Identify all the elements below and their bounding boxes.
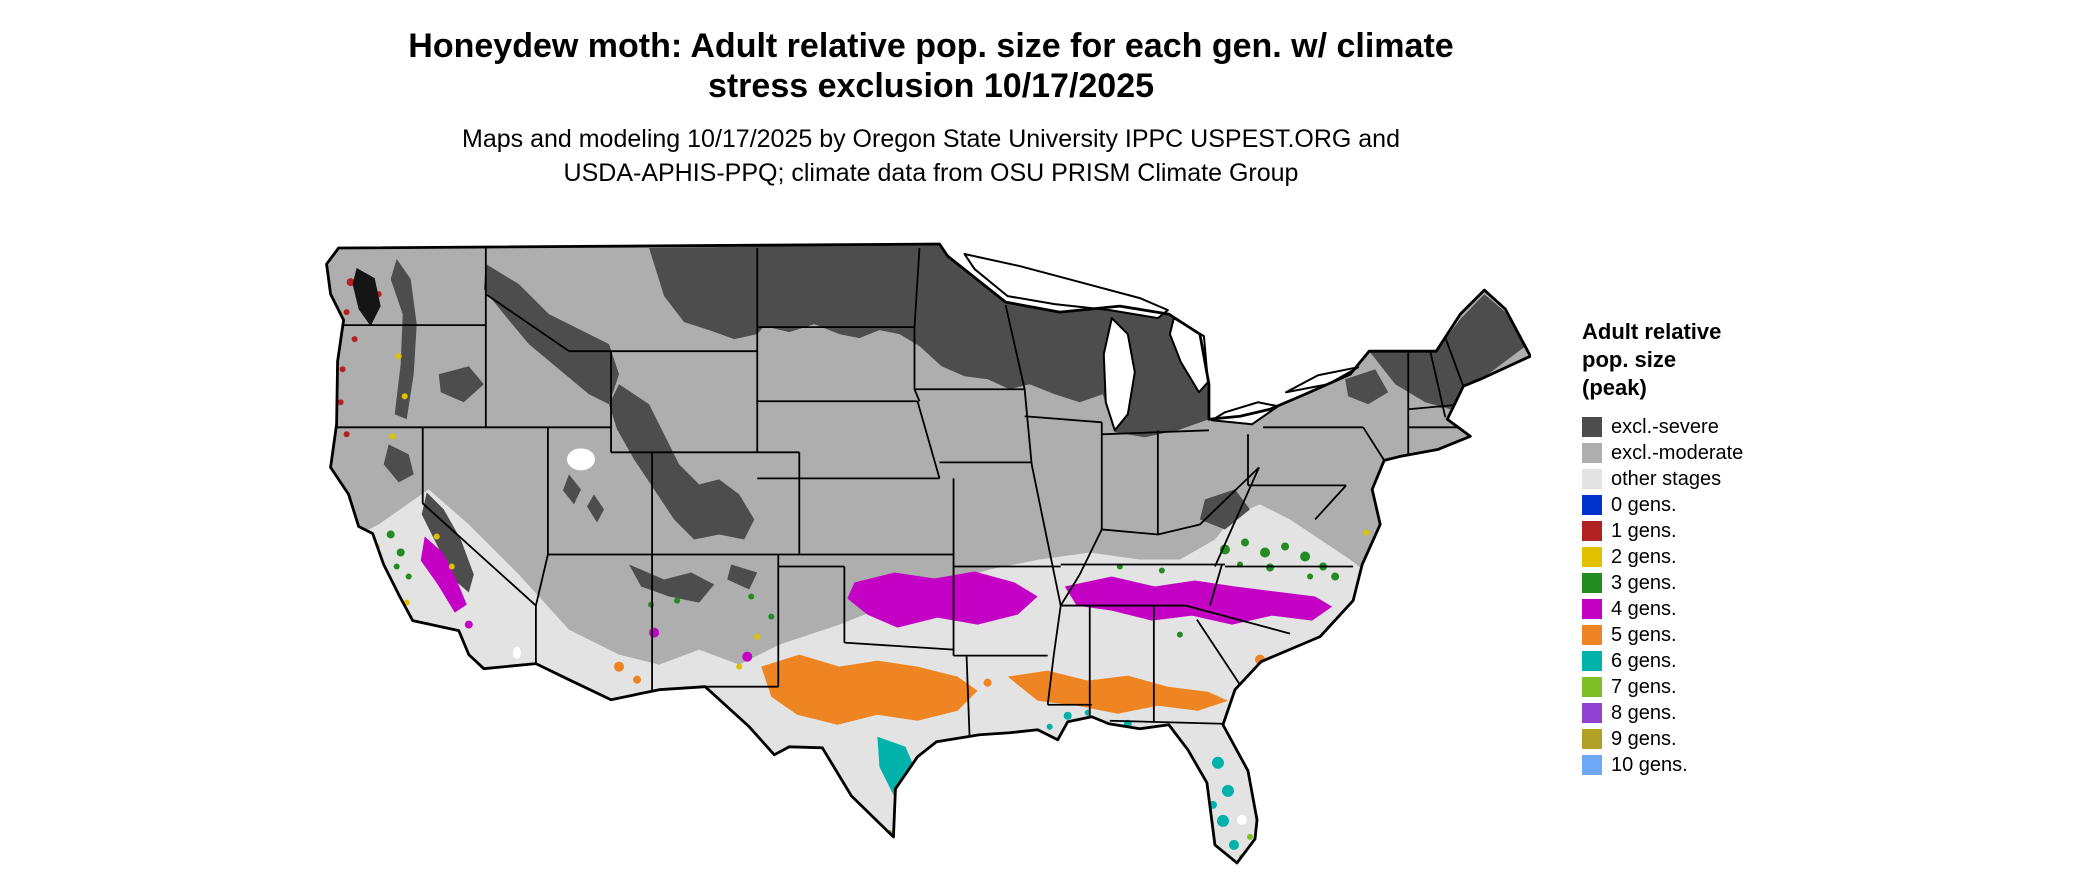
- legend-color-swatch: [1582, 703, 1602, 723]
- page-title-line2: stress exclusion 10/17/2025: [707, 67, 1155, 105]
- legend-item-4-gens: 4 gens.: [1582, 596, 1882, 622]
- legend-item-label: 2 gens.: [1611, 546, 1677, 568]
- page-subtitle-line2: USDA-APHIS-PPQ; climate data from OSU PR…: [563, 159, 1299, 187]
- legend-color-swatch: [1582, 755, 1602, 775]
- legend-title-line2: pop. size: [1582, 347, 1677, 372]
- legend-item-0-gens: 0 gens.: [1582, 492, 1882, 518]
- region-gen5-orange: [614, 654, 1266, 725]
- legend-item-label: excl.-moderate: [1611, 442, 1744, 464]
- page-subtitle-line1: Maps and modeling 10/17/2025 by Oregon S…: [462, 125, 1400, 153]
- legend-item-label: 5 gens.: [1611, 624, 1677, 646]
- inland-water: [352, 268, 1247, 825]
- legend-color-swatch: [1582, 625, 1602, 645]
- legend-item-9-gens: 9 gens.: [1582, 726, 1882, 752]
- legend-color-swatch: [1582, 443, 1602, 463]
- legend-item-label: 1 gens.: [1611, 520, 1677, 542]
- lake-michigan: [1102, 317, 1136, 432]
- region-gen7-yellowgreen: [882, 829, 1254, 863]
- legend-items: excl.-severe excl.-moderate other stages 0 …: [1582, 414, 1882, 778]
- legend-item-10-gens: 10 gens.: [1582, 752, 1882, 778]
- legend-title-line1: Adult relative: [1582, 319, 1722, 344]
- page-title-line1: Honeydew moth: Adult relative pop. size …: [408, 27, 1454, 65]
- legend-color-swatch: [1582, 547, 1602, 567]
- state-borders: [335, 247, 1465, 737]
- legend-item-label: 3 gens.: [1611, 572, 1677, 594]
- legend-item-3-gens: 3 gens.: [1582, 570, 1882, 596]
- legend-item-excl-moderate: excl.-moderate: [1582, 440, 1882, 466]
- legend-item-6-gens: 6 gens.: [1582, 648, 1882, 674]
- legend-item-label: 8 gens.: [1611, 702, 1677, 724]
- us-generations-map: [325, 242, 1531, 865]
- legend-item-1-gens: 1 gens.: [1582, 518, 1882, 544]
- legend-item-label: 4 gens.: [1611, 598, 1677, 620]
- legend-item-label: 0 gens.: [1611, 494, 1677, 516]
- lake-ontario: [1285, 366, 1360, 394]
- lake-huron: [1168, 317, 1209, 394]
- salton-sea: [512, 646, 521, 659]
- legend-item-7-gens: 7 gens.: [1582, 674, 1882, 700]
- legend-color-swatch: [1582, 469, 1602, 489]
- legend-item-5-gens: 5 gens.: [1582, 622, 1882, 648]
- page-subtitle: Maps and modeling 10/17/2025 by Oregon S…: [0, 122, 1862, 190]
- legend-item-label: excl.-severe: [1611, 416, 1719, 438]
- great-lakes: [963, 253, 1360, 432]
- puget-sound: [352, 268, 381, 327]
- legend-item-label: 7 gens.: [1611, 676, 1677, 698]
- legend-item-8-gens: 8 gens.: [1582, 700, 1882, 726]
- legend-item-2-gens: 2 gens.: [1582, 544, 1882, 570]
- legend-color-swatch: [1582, 417, 1602, 437]
- map-legend: Adult relative pop. size (peak) excl.-se…: [1582, 318, 1882, 778]
- legend-color-swatch: [1582, 677, 1602, 697]
- region-gen3-green: [386, 530, 1340, 638]
- legend-item-label: 9 gens.: [1611, 728, 1677, 750]
- region-excl-severe: [383, 244, 1526, 603]
- legend-color-swatch: [1582, 599, 1602, 619]
- legend-color-swatch: [1582, 521, 1602, 541]
- conus-outline: [325, 242, 1531, 865]
- legend-color-swatch: [1582, 651, 1602, 671]
- legend-color-swatch: [1582, 729, 1602, 749]
- legend-color-swatch: [1582, 495, 1602, 515]
- us-map-figure: [318, 234, 1531, 885]
- lake-superior: [963, 253, 1169, 320]
- legend-title: Adult relative pop. size (peak): [1582, 318, 1882, 402]
- legend-item-label: other stages: [1611, 468, 1722, 490]
- lake-okeechobee: [1236, 814, 1247, 825]
- legend-item-label: 6 gens.: [1611, 650, 1677, 672]
- legend-title-line3: (peak): [1582, 375, 1647, 400]
- great-salt-lake: [566, 448, 595, 471]
- legend-item-other-stages: other stages: [1582, 466, 1882, 492]
- region-gen4-magenta: [420, 536, 1333, 709]
- legend-color-swatch: [1582, 573, 1602, 593]
- legend-item-label: 10 gens.: [1611, 754, 1688, 776]
- page-title: Honeydew moth: Adult relative pop. size …: [0, 26, 1862, 106]
- legend-item-excl-severe: excl.-severe: [1582, 414, 1882, 440]
